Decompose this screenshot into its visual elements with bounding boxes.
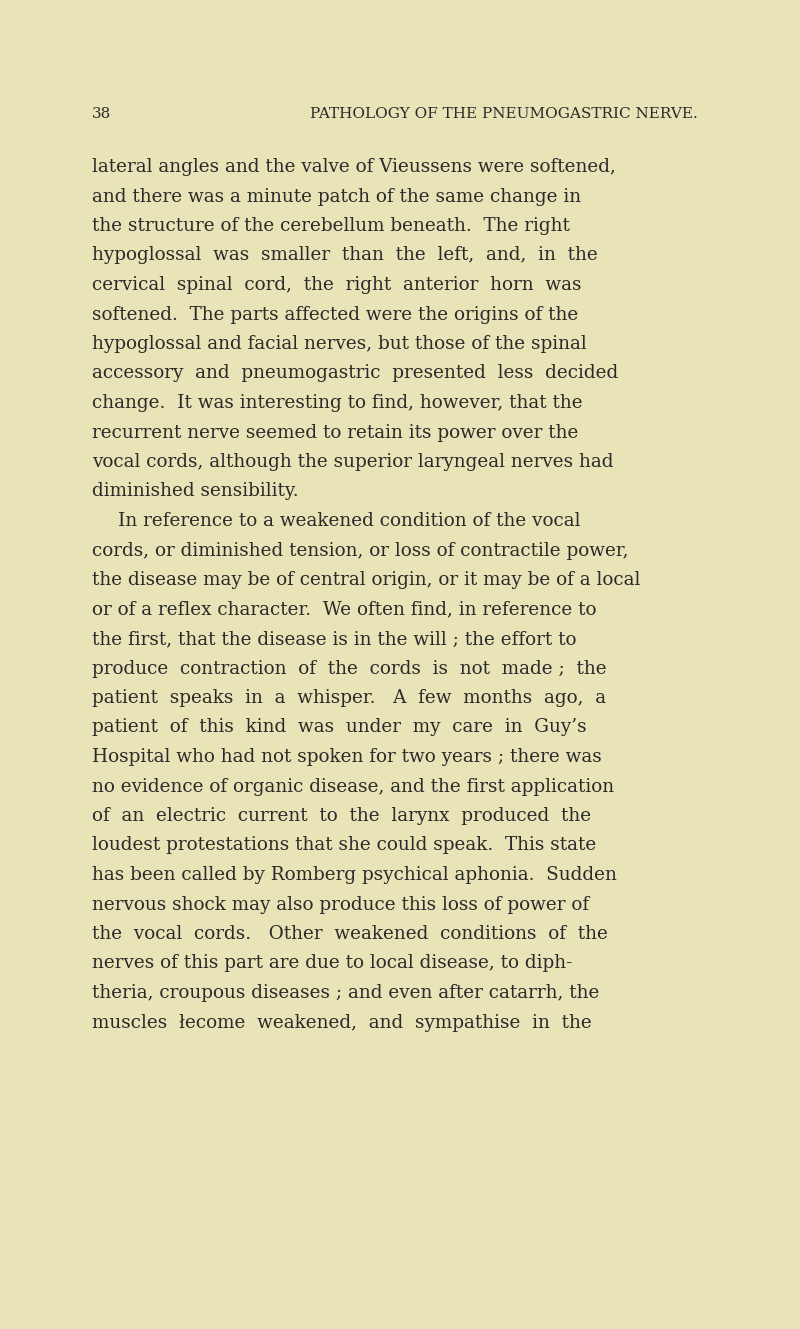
Text: muscles  łecome  weakened,  and  sympathise  in  the: muscles łecome weakened, and sympathise … [92, 1014, 592, 1031]
Text: In reference to a weakened condition of the vocal: In reference to a weakened condition of … [118, 512, 581, 530]
Text: patient  speaks  in  a  whisper.   A  few  months  ago,  a: patient speaks in a whisper. A few month… [92, 688, 606, 707]
Text: or of a reflex character.  We often find, in reference to: or of a reflex character. We often find,… [92, 601, 597, 618]
Text: hypoglossal  was  smaller  than  the  left,  and,  in  the: hypoglossal was smaller than the left, a… [92, 246, 598, 264]
Text: Hospital who had not spoken for two years ; there was: Hospital who had not spoken for two year… [92, 748, 602, 766]
Text: loudest protestations that she could speak.  This state: loudest protestations that she could spe… [92, 836, 596, 855]
Text: diminished sensibility.: diminished sensibility. [92, 482, 298, 501]
Text: softened.  The parts affected were the origins of the: softened. The parts affected were the or… [92, 306, 578, 323]
Text: PATHOLOGY OF THE PNEUMOGASTRIC NERVE.: PATHOLOGY OF THE PNEUMOGASTRIC NERVE. [310, 108, 698, 121]
Text: the first, that the disease is in the will ; the effort to: the first, that the disease is in the wi… [92, 630, 577, 649]
Text: the  vocal  cords.   Other  weakened  conditions  of  the: the vocal cords. Other weakened conditio… [92, 925, 608, 944]
Text: nervous shock may also produce this loss of power of: nervous shock may also produce this loss… [92, 896, 589, 913]
Text: accessory  and  pneumogastric  presented  less  decided: accessory and pneumogastric presented le… [92, 364, 618, 383]
Text: recurrent nerve seemed to retain its power over the: recurrent nerve seemed to retain its pow… [92, 424, 578, 441]
Text: vocal cords, although the superior laryngeal nerves had: vocal cords, although the superior laryn… [92, 453, 614, 470]
Text: theria, croupous diseases ; and even after catarrh, the: theria, croupous diseases ; and even aft… [92, 983, 599, 1002]
Text: lateral angles and the valve of Vieussens were softened,: lateral angles and the valve of Vieussen… [92, 158, 616, 175]
Text: cords, or diminished tension, or loss of contractile power,: cords, or diminished tension, or loss of… [92, 541, 629, 560]
Text: change.  It was interesting to find, however, that the: change. It was interesting to find, howe… [92, 393, 582, 412]
Text: cervical  spinal  cord,  the  right  anterior  horn  was: cervical spinal cord, the right anterior… [92, 276, 582, 294]
Text: produce  contraction  of  the  cords  is  not  made ;  the: produce contraction of the cords is not … [92, 659, 606, 678]
Text: no evidence of organic disease, and the first application: no evidence of organic disease, and the … [92, 777, 614, 796]
Text: and there was a minute patch of the same change in: and there was a minute patch of the same… [92, 187, 581, 206]
Text: the structure of the cerebellum beneath.  The right: the structure of the cerebellum beneath.… [92, 217, 570, 235]
Text: the disease may be of central origin, or it may be of a local: the disease may be of central origin, or… [92, 571, 640, 589]
Text: 38: 38 [92, 108, 111, 121]
Text: has been called by Romberg psychical aphonia.  Sudden: has been called by Romberg psychical aph… [92, 867, 617, 884]
Text: of  an  electric  current  to  the  larynx  produced  the: of an electric current to the larynx pro… [92, 807, 591, 825]
Text: patient  of  this  kind  was  under  my  care  in  Guy’s: patient of this kind was under my care i… [92, 719, 586, 736]
Text: nerves of this part are due to local disease, to diph-: nerves of this part are due to local dis… [92, 954, 572, 973]
Text: hypoglossal and facial nerves, but those of the spinal: hypoglossal and facial nerves, but those… [92, 335, 586, 354]
